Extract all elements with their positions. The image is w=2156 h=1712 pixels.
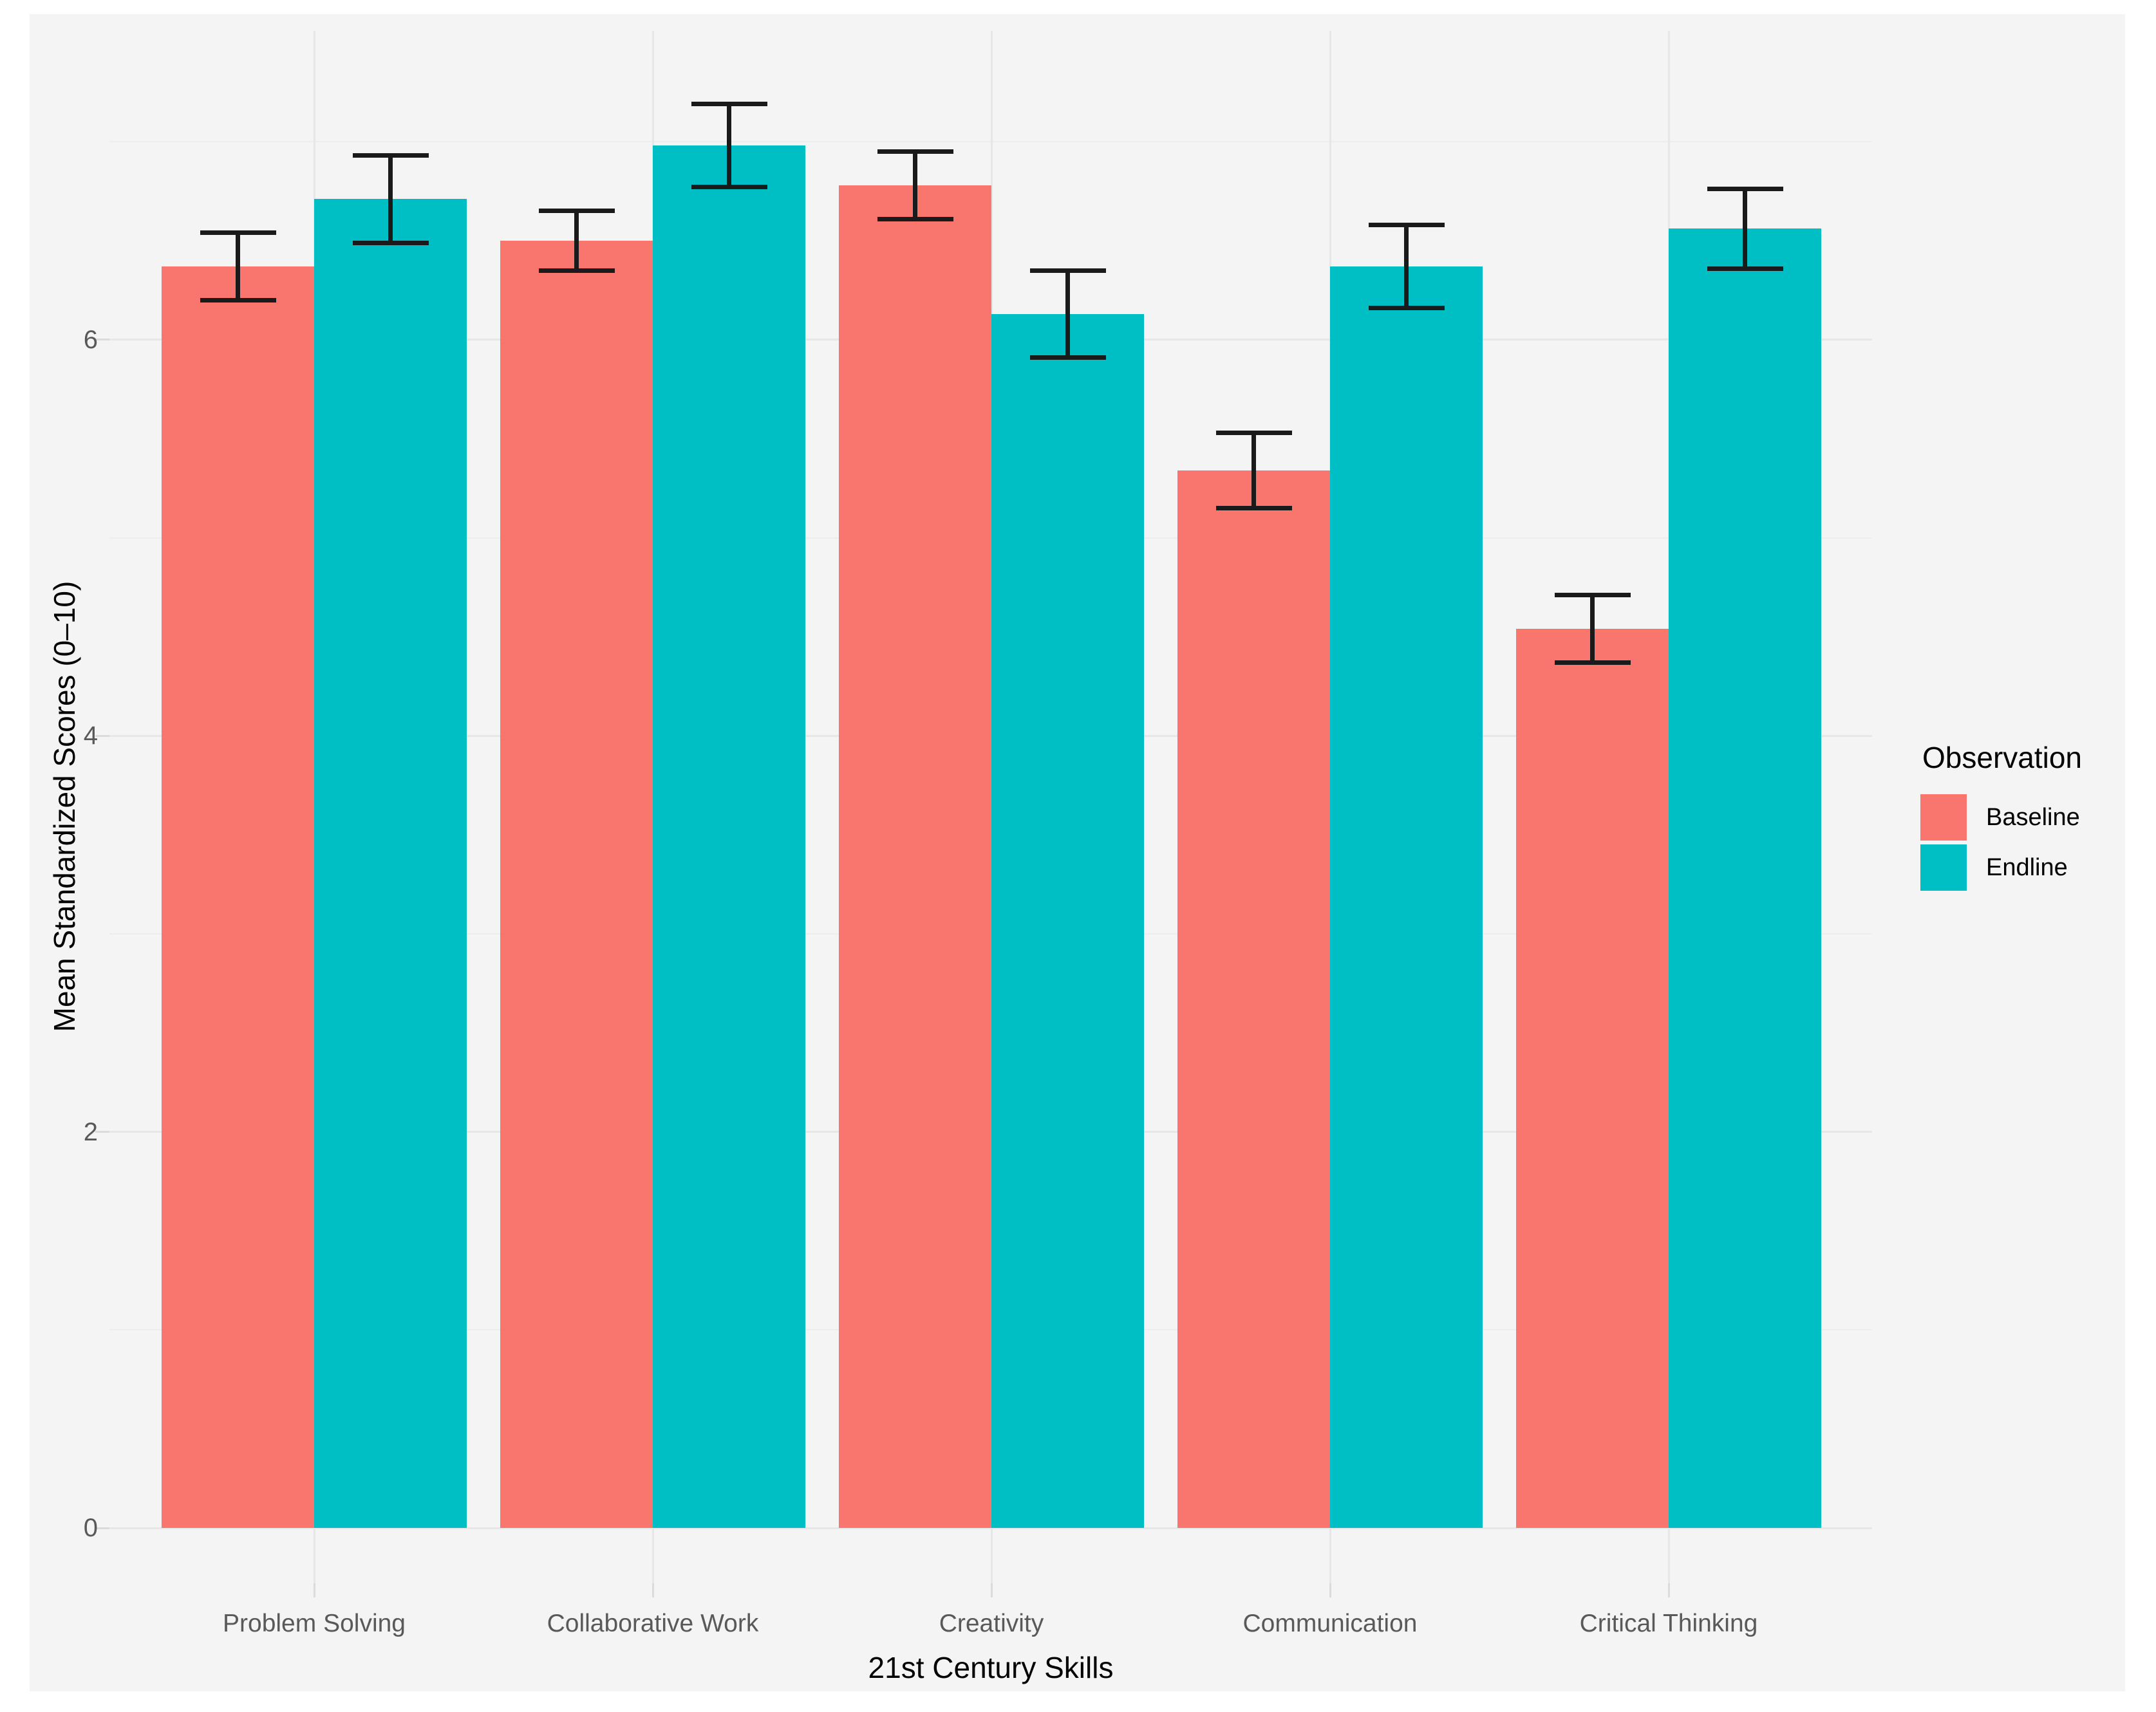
legend-items: Baseline Endline: [1920, 794, 2082, 891]
errorbar-stem-endline-creativity: [1065, 270, 1070, 358]
y-tick-label-4: 4: [83, 721, 98, 750]
errorbar-stem-baseline-critical-thinking: [1590, 595, 1595, 663]
errorbar-cap-lower-baseline-problem-solving: [200, 297, 276, 302]
errorbar-cap-upper-endline-communication: [1368, 222, 1445, 227]
bar-endline-communication: [1330, 266, 1483, 1528]
x-tick-creativity: [990, 1583, 993, 1597]
errorbar-cap-upper-baseline-critical-thinking: [1554, 593, 1631, 598]
errorbar-stem-baseline-communication: [1251, 433, 1256, 508]
errorbar-cap-lower-endline-critical-thinking: [1707, 266, 1783, 271]
bar-endline-creativity: [991, 313, 1144, 1528]
legend-item-baseline: Baseline: [1920, 794, 2082, 841]
legend: Observation Baseline Endline: [1920, 740, 2082, 895]
errorbar-cap-upper-endline-problem-solving: [352, 153, 429, 158]
legend-item-label: Baseline: [1986, 803, 2080, 831]
errorbar-stem-baseline-problem-solving: [236, 232, 240, 301]
x-category-label-collaborative-work: Collaborative Work: [547, 1610, 759, 1637]
errorbar-cap-lower-endline-collaborative-work: [691, 185, 767, 190]
y-tick-label-0: 0: [83, 1514, 98, 1542]
errorbar-stem-endline-communication: [1404, 225, 1409, 308]
errorbar-cap-lower-baseline-creativity: [877, 216, 953, 221]
x-tick-collaborative-work: [651, 1583, 654, 1597]
x-category-label-creativity: Creativity: [939, 1610, 1044, 1637]
errorbar-cap-upper-baseline-problem-solving: [200, 230, 276, 236]
bar-endline-problem-solving: [314, 199, 467, 1528]
errorbar-cap-lower-endline-creativity: [1029, 355, 1106, 360]
errorbar-cap-upper-baseline-creativity: [877, 149, 953, 154]
errorbar-cap-lower-baseline-collaborative-work: [538, 268, 615, 273]
bar-baseline-collaborative-work: [500, 240, 653, 1528]
errorbar-stem-endline-problem-solving: [388, 155, 393, 243]
errorbar-cap-upper-endline-critical-thinking: [1707, 187, 1783, 192]
y-tick-6: [95, 339, 109, 341]
legend-swatch-endline: [1920, 844, 1967, 891]
y-axis-title: Mean Standardized Scores (0–10): [48, 581, 81, 1032]
y-tick-label-2: 2: [83, 1117, 98, 1146]
errorbar-cap-upper-baseline-collaborative-work: [538, 209, 615, 214]
bar-baseline-problem-solving: [162, 266, 314, 1528]
y-tick-2: [95, 1131, 109, 1133]
errorbar-stem-endline-critical-thinking: [1743, 189, 1747, 269]
legend-item-label: Endline: [1986, 853, 2068, 881]
errorbar-stem-endline-collaborative-work: [727, 104, 731, 187]
errorbar-cap-upper-endline-creativity: [1029, 268, 1106, 273]
errorbar-cap-lower-baseline-communication: [1215, 505, 1292, 510]
y-tick-0: [95, 1527, 109, 1529]
x-category-label-critical-thinking: Critical Thinking: [1579, 1610, 1758, 1637]
errorbar-cap-upper-endline-collaborative-work: [691, 102, 767, 107]
x-axis-title: 21st Century Skills: [868, 1651, 1114, 1684]
bar-endline-critical-thinking: [1669, 228, 1821, 1528]
legend-swatch-baseline: [1920, 794, 1967, 841]
x-tick-problem-solving: [313, 1583, 315, 1597]
x-tick-critical-thinking: [1667, 1583, 1670, 1597]
legend-item-endline: Endline: [1920, 844, 2082, 891]
errorbar-cap-lower-endline-problem-solving: [352, 240, 429, 245]
errorbar-cap-upper-baseline-communication: [1215, 430, 1292, 435]
bar-endline-collaborative-work: [653, 145, 805, 1528]
errorbar-stem-baseline-collaborative-work: [574, 210, 579, 271]
bar-baseline-critical-thinking: [1516, 629, 1669, 1528]
y-tick-label-6: 6: [83, 325, 98, 354]
bar-baseline-creativity: [839, 185, 991, 1528]
bar-baseline-communication: [1177, 470, 1330, 1528]
x-category-label-problem-solving: Problem Solving: [223, 1610, 406, 1637]
x-tick-communication: [1329, 1583, 1331, 1597]
errorbar-cap-lower-endline-communication: [1368, 306, 1445, 311]
y-tick-4: [95, 734, 109, 737]
errorbar-cap-lower-baseline-critical-thinking: [1554, 660, 1631, 665]
x-category-label-communication: Communication: [1242, 1610, 1418, 1637]
legend-title: Observation: [1922, 741, 2083, 774]
errorbar-stem-baseline-creativity: [913, 151, 917, 219]
